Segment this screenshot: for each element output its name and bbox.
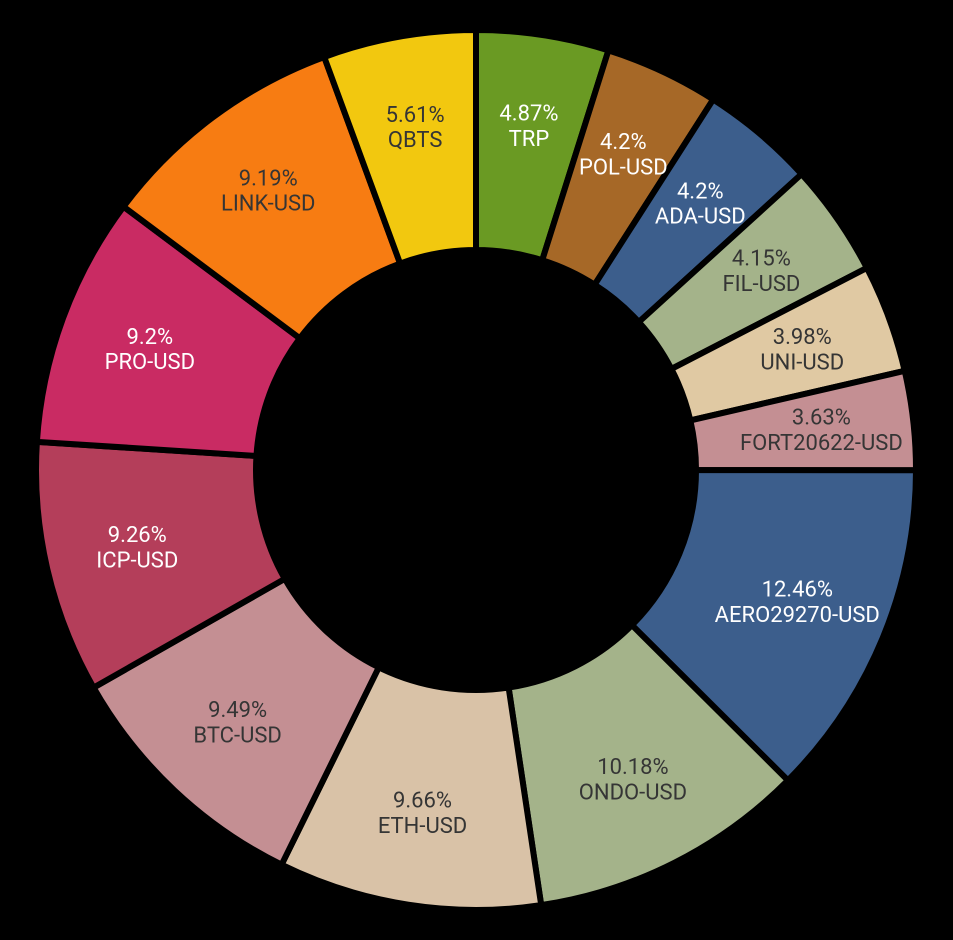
slice-name: BTC-USD bbox=[193, 723, 281, 748]
slice-percent: 9.49% bbox=[208, 698, 267, 723]
slice-name: LINK-USD bbox=[221, 192, 316, 217]
slice-label: 9.26%ICP-USD bbox=[96, 523, 178, 573]
slice-name: ADA-USD bbox=[655, 205, 746, 230]
slice-percent: 3.98% bbox=[773, 325, 832, 350]
slice-percent: 10.18% bbox=[597, 755, 668, 780]
slice-label: 3.98%UNI-USD bbox=[760, 325, 844, 375]
slice-percent: 12.46% bbox=[762, 578, 833, 603]
slice-percent: 5.61% bbox=[386, 103, 445, 128]
slice-percent: 4.87% bbox=[499, 101, 558, 126]
slice-name: UNI-USD bbox=[760, 350, 844, 375]
slice-name: TRP bbox=[509, 127, 550, 152]
slice-name: FIL-USD bbox=[723, 272, 801, 297]
donut-chart: 4.87%TRP4.2%POL-USD4.2%ADA-USD4.15%FIL-U… bbox=[0, 0, 953, 940]
slice-name: POL-USD bbox=[579, 155, 668, 180]
slice-percent: 4.2% bbox=[600, 130, 647, 155]
slice-name: PRO-USD bbox=[105, 350, 195, 375]
slice-name: ETH-USD bbox=[378, 814, 467, 839]
slice-label: 4.15%FIL-USD bbox=[723, 247, 801, 297]
slice-percent: 9.2% bbox=[126, 325, 173, 350]
slice-name: QBTS bbox=[388, 128, 443, 153]
slice-label: 5.61%QBTS bbox=[386, 103, 445, 153]
slice-percent: 4.15% bbox=[732, 247, 791, 272]
slice-percent: 4.2% bbox=[677, 179, 724, 204]
slice-percent: 9.26% bbox=[108, 523, 167, 548]
slice-percent: 9.19% bbox=[239, 166, 298, 191]
slice-name: FORT20622-USD bbox=[740, 431, 903, 456]
slice-percent: 3.63% bbox=[792, 406, 851, 431]
slice-name: ONDO-USD bbox=[579, 780, 687, 805]
slice-name: ICP-USD bbox=[96, 548, 178, 573]
slice-percent: 9.66% bbox=[393, 788, 452, 813]
slice-name: AERO29270-USD bbox=[715, 603, 880, 628]
